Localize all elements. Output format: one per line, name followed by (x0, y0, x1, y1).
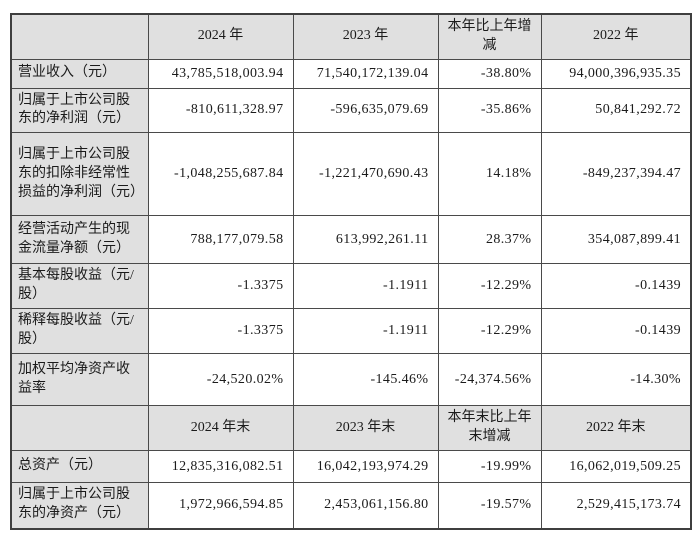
header-yoy-change: 本年比上年增减 (437, 13, 542, 60)
value-2024: 1,972,966,594.85 (147, 482, 294, 530)
header-year-end-2023: 2023 年末 (292, 405, 439, 452)
table-row-operating-cash-flow: 经营活动产生的现金流量净额（元） 788,177,079.58 613,992,… (10, 215, 692, 265)
value-2023: -1,221,470,690.43 (292, 132, 439, 217)
header-corner-cell (10, 405, 149, 452)
value-2022: 354,087,899.41 (540, 215, 692, 265)
value-change: -38.80% (437, 58, 542, 89)
value-change: -12.29% (437, 263, 542, 310)
row-label: 营业收入（元） (10, 58, 149, 89)
value-2022: 50,841,292.72 (540, 87, 692, 134)
value-2024: -1.3375 (147, 263, 294, 310)
table-row-net-profit-excl-nonrecurring: 归属于上市公司股东的扣除非经常性损益的净利润（元） -1,048,255,687… (10, 132, 692, 217)
value-2022: -0.1439 (540, 308, 692, 355)
header-year-2024: 2024 年 (147, 13, 294, 60)
financial-summary-table: 2024 年 2023 年 本年比上年增减 2022 年 营业收入（元） 43,… (10, 13, 692, 530)
row-label: 归属于上市公司股东的净资产（元） (10, 482, 149, 530)
value-2024: -1,048,255,687.84 (147, 132, 294, 217)
table-row-total-assets: 总资产（元） 12,835,316,082.51 16,042,193,974.… (10, 450, 692, 484)
table-row-weighted-avg-roe: 加权平均净资产收益率 -24,520.02% -145.46% -24,374.… (10, 353, 692, 407)
value-change: -19.57% (437, 482, 542, 530)
header-year-end-2024: 2024 年末 (147, 405, 294, 452)
value-2023: -145.46% (292, 353, 439, 407)
value-change: -24,374.56% (437, 353, 542, 407)
header-row-year-end: 2024 年末 2023 年末 本年末比上年末增减 2022 年末 (10, 405, 692, 452)
value-2022: -14.30% (540, 353, 692, 407)
row-label: 总资产（元） (10, 450, 149, 484)
table-row-revenue: 营业收入（元） 43,785,518,003.94 71,540,172,139… (10, 58, 692, 89)
table-row-net-profit: 归属于上市公司股东的净利润（元） -810,611,328.97 -596,63… (10, 87, 692, 134)
value-2024: 43,785,518,003.94 (147, 58, 294, 89)
value-2023: 71,540,172,139.04 (292, 58, 439, 89)
value-2024: 788,177,079.58 (147, 215, 294, 265)
value-2023: 613,992,261.11 (292, 215, 439, 265)
value-change: -19.99% (437, 450, 542, 484)
header-year-end-change: 本年末比上年末增减 (437, 405, 542, 452)
value-2023: -596,635,079.69 (292, 87, 439, 134)
table-row-basic-eps: 基本每股收益（元/股） -1.3375 -1.1911 -12.29% -0.1… (10, 263, 692, 310)
value-2022: 94,000,396,935.35 (540, 58, 692, 89)
row-label: 基本每股收益（元/股） (10, 263, 149, 310)
value-2022: -0.1439 (540, 263, 692, 310)
value-2024: -24,520.02% (147, 353, 294, 407)
value-2024: 12,835,316,082.51 (147, 450, 294, 484)
value-change: -12.29% (437, 308, 542, 355)
value-2023: -1.1911 (292, 308, 439, 355)
value-change: 28.37% (437, 215, 542, 265)
value-change: -35.86% (437, 87, 542, 134)
header-corner-cell (10, 13, 149, 60)
header-year-2022: 2022 年 (540, 13, 692, 60)
value-2023: 2,453,061,156.80 (292, 482, 439, 530)
row-label: 归属于上市公司股东的扣除非经常性损益的净利润（元） (10, 132, 149, 217)
value-2022: 16,062,019,509.25 (540, 450, 692, 484)
value-2023: -1.1911 (292, 263, 439, 310)
value-2024: -810,611,328.97 (147, 87, 294, 134)
header-row-annual: 2024 年 2023 年 本年比上年增减 2022 年 (10, 13, 692, 60)
value-2024: -1.3375 (147, 308, 294, 355)
header-year-end-2022: 2022 年末 (540, 405, 692, 452)
value-change: 14.18% (437, 132, 542, 217)
table-row-net-assets: 归属于上市公司股东的净资产（元） 1,972,966,594.85 2,453,… (10, 482, 692, 530)
row-label: 经营活动产生的现金流量净额（元） (10, 215, 149, 265)
header-year-2023: 2023 年 (292, 13, 439, 60)
table-row-diluted-eps: 稀释每股收益（元/股） -1.3375 -1.1911 -12.29% -0.1… (10, 308, 692, 355)
value-2023: 16,042,193,974.29 (292, 450, 439, 484)
row-label: 稀释每股收益（元/股） (10, 308, 149, 355)
value-2022: 2,529,415,173.74 (540, 482, 692, 530)
row-label: 加权平均净资产收益率 (10, 353, 149, 407)
row-label: 归属于上市公司股东的净利润（元） (10, 87, 149, 134)
value-2022: -849,237,394.47 (540, 132, 692, 217)
